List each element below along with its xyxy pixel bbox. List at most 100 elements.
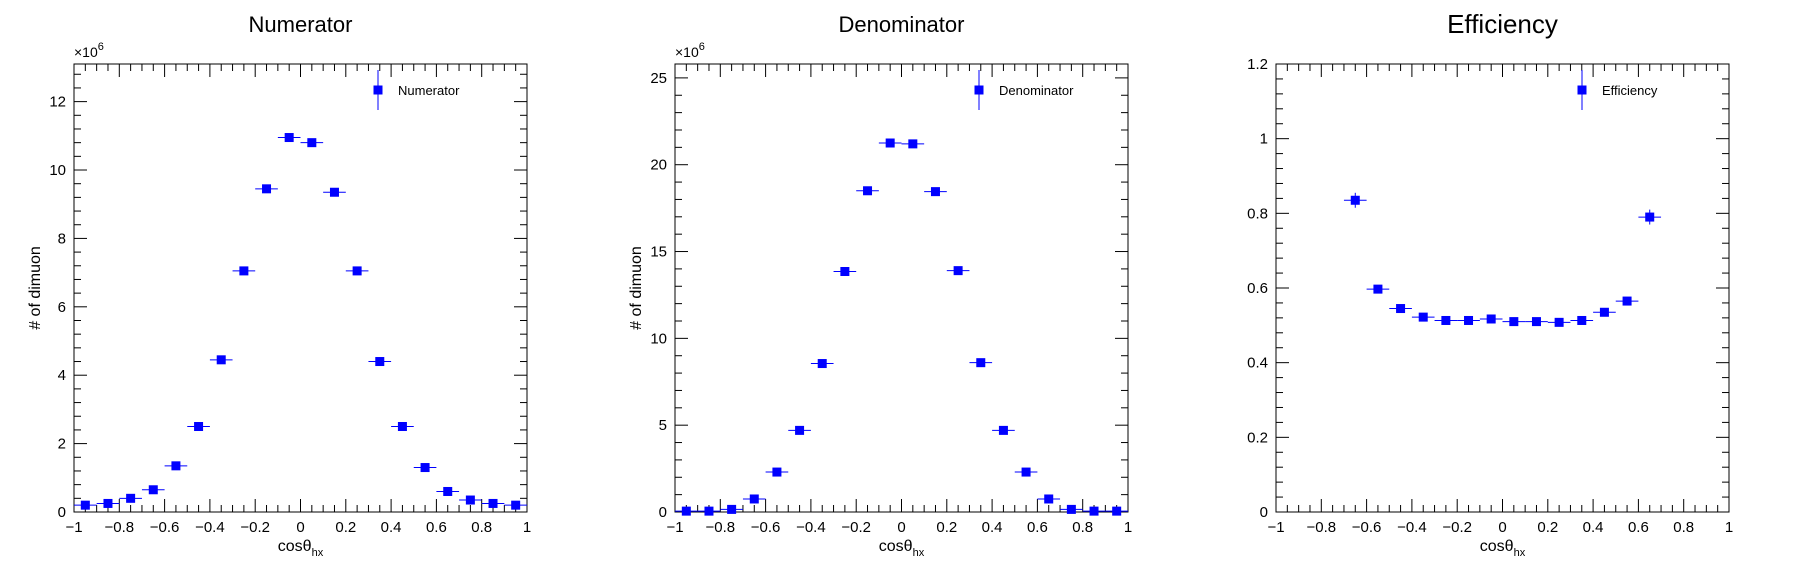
chart-title: Denominator [839,12,965,37]
legend-label: Numerator [398,83,460,98]
x-tick-label: 0.8 [1072,519,1093,536]
data-marker [681,506,691,516]
data-marker [1418,312,1428,322]
legend: Efficiency [1577,70,1658,110]
data-marker [998,425,1008,435]
data-point [323,187,346,197]
data-point [992,425,1015,435]
data-point [969,358,993,368]
data-point [504,500,527,510]
y-tick-label: 1.2 [1247,56,1268,73]
y-tick-label: 1 [1260,131,1268,148]
x-tick-label: 0.6 [1027,519,1048,536]
x-axis-label-main: cosθ [1480,538,1514,555]
y-tick-label: 15 [650,244,667,261]
x-axis-label: cosθhx [879,538,925,559]
x-axis-label-main: cosθ [879,538,913,555]
data-point [720,504,743,514]
x-tick-label: −1 [666,519,683,536]
data-point [345,266,369,276]
chart-title: Efficiency [1447,9,1558,39]
data-marker [863,186,873,196]
y-tick-label: 6 [58,299,66,316]
data-point [788,425,811,435]
y-tick-label: 0.6 [1247,280,1268,297]
y-axis-label: # of dimuon [628,246,645,330]
data-marker [284,133,294,143]
data-marker [397,422,407,432]
y-tick-label: 0 [659,504,667,521]
data-point [697,506,721,516]
data-marker [817,359,827,369]
data-marker [1464,315,1474,325]
x-tick-label: −0.8 [705,519,735,536]
data-point [1434,315,1458,325]
data-marker [727,504,737,514]
data-point [878,138,902,148]
data-marker [443,486,453,496]
data-marker [420,463,430,473]
data-marker [126,493,136,503]
data-point [368,357,392,367]
data-marker [840,267,850,277]
data-marker [885,138,895,148]
data-point [277,133,301,143]
x-tick-label: 1 [523,519,531,536]
data-marker [239,266,249,276]
x-tick-label: −0.4 [796,519,826,536]
data-point [119,493,142,503]
data-point [436,486,460,496]
data-marker [1577,315,1587,325]
data-point [1479,314,1503,324]
x-tick-label: −0.4 [195,519,225,536]
data-marker [329,187,339,197]
y-tick-label: 5 [659,417,667,434]
legend-marker [1577,85,1587,95]
data-marker [148,485,158,495]
data-point [1014,467,1038,477]
legend-marker [373,85,383,95]
data-marker [488,498,498,508]
data-marker [171,461,181,471]
data-point [1366,284,1390,294]
x-tick-label: −0.2 [240,519,270,536]
data-point [1457,315,1480,325]
data-marker [1509,317,1519,327]
x-tick-label: −0.2 [841,519,871,536]
y-exponent-power: 6 [98,41,104,53]
data-marker [1373,284,1383,294]
data-marker [1396,304,1406,314]
data-point [1389,304,1412,314]
data-point [946,266,970,276]
data-marker [216,355,226,365]
y-tick-label: 12 [49,94,66,111]
data-point [924,187,947,197]
data-marker [930,187,940,197]
data-marker [307,138,317,148]
data-point [459,495,482,505]
y-exponent-power: 6 [699,41,705,53]
data-marker [1554,317,1564,327]
data-marker [1486,314,1496,324]
x-tick-label: 0.2 [936,519,957,536]
x-tick-label: −0.8 [104,519,134,536]
data-point [1502,317,1526,327]
y-exponent-base: ×10 [675,44,699,60]
data-marker [1044,494,1054,504]
data-marker [1645,212,1655,222]
data-point [765,467,789,477]
data-point [1638,209,1662,225]
x-tick-label: −0.2 [1442,519,1472,536]
data-marker [375,357,385,367]
chart-panel-2: Denominator −1 −0.8 −0.6 −0.4 −0.2 0 0.2 0.4 0.6 0… [628,12,1132,559]
data-point [232,266,256,276]
data-marker [976,358,986,368]
data-marker [80,500,90,510]
data-point [187,422,210,432]
x-tick-label: 0 [897,519,905,536]
y-tick-label: 8 [58,230,66,247]
plot-frame [1275,63,1730,513]
data-point [391,422,414,432]
y-tick-label: 10 [650,330,667,347]
